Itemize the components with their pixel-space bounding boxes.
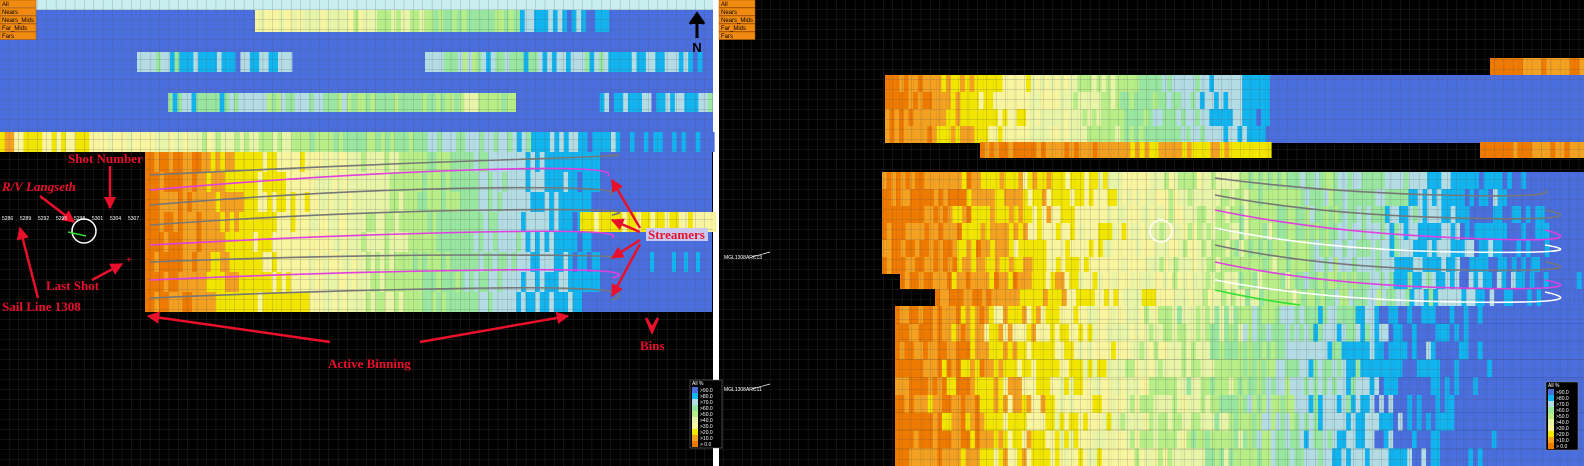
legend-swatch (1548, 395, 1554, 401)
legend-swatch (1548, 443, 1554, 449)
legend-label: >40.0 (1556, 420, 1569, 426)
legend-label: >70.0 (700, 400, 713, 406)
legend-label: >40.0 (700, 418, 713, 424)
line-label: MGL1308ARC11 (724, 387, 762, 393)
legend-label: >20.0 (1556, 432, 1569, 438)
legend-label: >90.0 (1556, 390, 1569, 396)
annotation: Bins (640, 338, 665, 353)
legend-label: >80.0 (700, 394, 713, 400)
annotation: Streamers (648, 227, 705, 242)
menu-button[interactable] (718, 0, 756, 8)
annotation: Active Binning (328, 356, 411, 371)
menu-button[interactable] (0, 23, 37, 32)
streamers (149, 154, 1562, 306)
legend-label: >90.0 (700, 388, 713, 394)
menu-button[interactable] (718, 31, 756, 40)
legend-label: >10.0 (1556, 438, 1569, 444)
menu-button[interactable] (718, 15, 756, 24)
legend-label: >60.0 (1556, 408, 1569, 414)
legend-swatch (692, 411, 698, 417)
menu-label[interactable]: Fars (721, 34, 733, 40)
vessel-marker (1149, 219, 1173, 243)
label-bg (646, 228, 708, 241)
legend-swatch (1548, 437, 1554, 443)
grid (719, 0, 1584, 466)
legend-swatch (1548, 401, 1554, 407)
legend-swatch (1548, 419, 1554, 425)
legend-label: >60.0 (700, 406, 713, 412)
shot-number: 5298 (74, 216, 85, 222)
legend-swatch (1548, 407, 1554, 413)
legend-label: > 0.0 (700, 442, 711, 448)
legend-label: >50.0 (700, 412, 713, 418)
legend-label: >30.0 (1556, 426, 1569, 432)
north-arrow (688, 11, 706, 38)
menu-label[interactable]: Nears (2, 10, 18, 16)
shot-number: 5307 (128, 216, 139, 222)
legend-swatch (1548, 431, 1554, 437)
line-tick (751, 251, 771, 258)
legend-swatch (692, 423, 698, 429)
legend-swatch (692, 429, 698, 435)
north-label: N (692, 40, 701, 55)
legend-swatch (692, 387, 698, 393)
legend-label: >20.0 (700, 430, 713, 436)
shot-number: 5292 (38, 216, 49, 222)
menu-label[interactable]: Nears_Mids (721, 18, 753, 24)
menu-label[interactable]: Far_Mids (2, 26, 27, 32)
shot-number: 5286 (2, 216, 13, 222)
legend-swatch (692, 435, 698, 441)
legend-label: > 0.0 (1556, 444, 1567, 450)
menu-label[interactable]: All (721, 2, 728, 8)
annotation: Sail Line 1308 (2, 299, 81, 314)
menu-button[interactable] (0, 0, 37, 8)
legend-swatch (1548, 389, 1554, 395)
legend-label: >70.0 (1556, 402, 1569, 408)
shot-number: 5295 (56, 216, 67, 222)
shot-number: 5304 (110, 216, 121, 222)
shot-number: 5289 (20, 216, 31, 222)
legend-title: All % (1548, 383, 1560, 389)
menu-label[interactable]: Far_Mids (721, 26, 746, 32)
annotation-arrows (16, 166, 660, 344)
menu-label[interactable]: All (2, 2, 9, 8)
vessel-marker (71, 218, 97, 244)
menu-button[interactable] (718, 7, 756, 16)
vessel-heading (67, 231, 87, 237)
legend-title: All % (692, 381, 704, 387)
line-tick (751, 383, 771, 390)
annotation: Last Shot (46, 278, 100, 293)
legend-swatch (692, 441, 698, 447)
legend-label: >10.0 (700, 436, 713, 442)
menu-button[interactable] (0, 15, 37, 24)
menu-button[interactable] (718, 23, 756, 32)
annotation: R/V Langseth (1, 179, 76, 194)
menu-button[interactable] (0, 7, 37, 16)
annotation: Shot Number (68, 151, 143, 166)
legend-swatch (692, 417, 698, 423)
menu-button[interactable] (0, 31, 37, 40)
line-label: MGL1308ARC13 (724, 255, 762, 261)
legend-label: >50.0 (1556, 414, 1569, 420)
legend-label: >80.0 (1556, 396, 1569, 402)
legend-swatch (692, 405, 698, 411)
bin-cell (711, 212, 717, 232)
last-shot-marker: + (126, 255, 132, 266)
menu-label[interactable]: Nears_Mids (2, 18, 34, 24)
menu-label[interactable]: Fars (2, 34, 14, 40)
legend-swatch (1548, 425, 1554, 431)
legend-swatch (692, 399, 698, 405)
shot-number: 5301 (92, 216, 103, 222)
menu-label[interactable]: Nears (721, 10, 737, 16)
legend-label: >30.0 (700, 424, 713, 430)
legend-swatch (1548, 413, 1554, 419)
legend-swatch (692, 393, 698, 399)
